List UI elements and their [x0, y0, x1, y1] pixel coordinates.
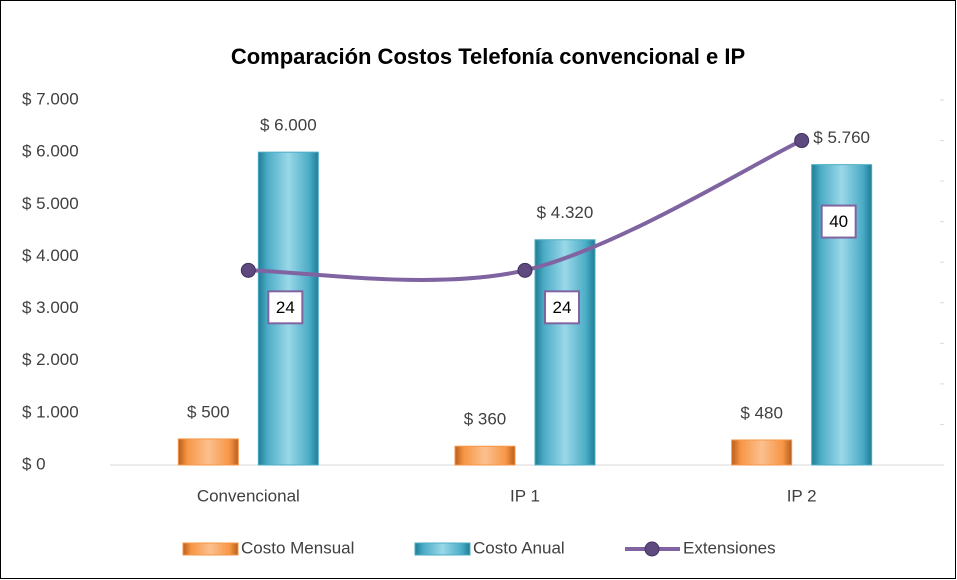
bar-value-label: $ 4.320: [537, 203, 594, 222]
line-label-box: [820, 204, 857, 239]
bar-value-label: $ 360: [464, 410, 507, 429]
bar: [177, 438, 239, 466]
y-tick-label: $ 1.000: [22, 402, 79, 421]
bar-value-label: $ 5.760: [813, 128, 870, 147]
y-tick-label: $ 2.000: [22, 350, 79, 369]
legend-swatch: [182, 542, 239, 556]
legend-label: Extensiones: [683, 538, 776, 557]
line-value-label: 24: [553, 298, 572, 317]
line-label-box: [544, 290, 580, 325]
y-tick-label: $ 5.000: [22, 194, 79, 213]
y-tick-label: $ 7.000: [22, 89, 79, 108]
legend-swatch: [414, 542, 471, 556]
bar-value-label: $ 500: [187, 402, 230, 421]
line-marker: [794, 133, 810, 149]
line-value-label: 40: [829, 212, 848, 231]
y-tick-label: $ 6.000: [22, 142, 79, 161]
y-tick-label: $ 4.000: [22, 246, 79, 265]
y-tick-label: $ 3.000: [22, 298, 79, 317]
line-marker: [240, 262, 256, 278]
line-marker: [517, 262, 533, 278]
bar-value-label: $ 6.000: [260, 116, 317, 135]
y-tick-label: $ 0: [22, 454, 46, 473]
legend-label: Costo Anual: [473, 538, 565, 557]
line-label-box: [267, 290, 304, 325]
chart-title: Comparación Costos Telefonía convenciona…: [231, 44, 745, 69]
legend-marker: [644, 541, 660, 557]
bar: [454, 445, 516, 466]
line-value-label: 24: [276, 298, 295, 317]
bar: [534, 239, 596, 466]
bar: [731, 439, 793, 466]
x-tick-label: Convencional: [197, 486, 300, 505]
legend-label: Costo Mensual: [241, 538, 354, 557]
bar-value-label: $ 480: [740, 403, 783, 422]
x-tick-label: IP 2: [787, 486, 817, 505]
x-tick-label: IP 1: [510, 486, 540, 505]
